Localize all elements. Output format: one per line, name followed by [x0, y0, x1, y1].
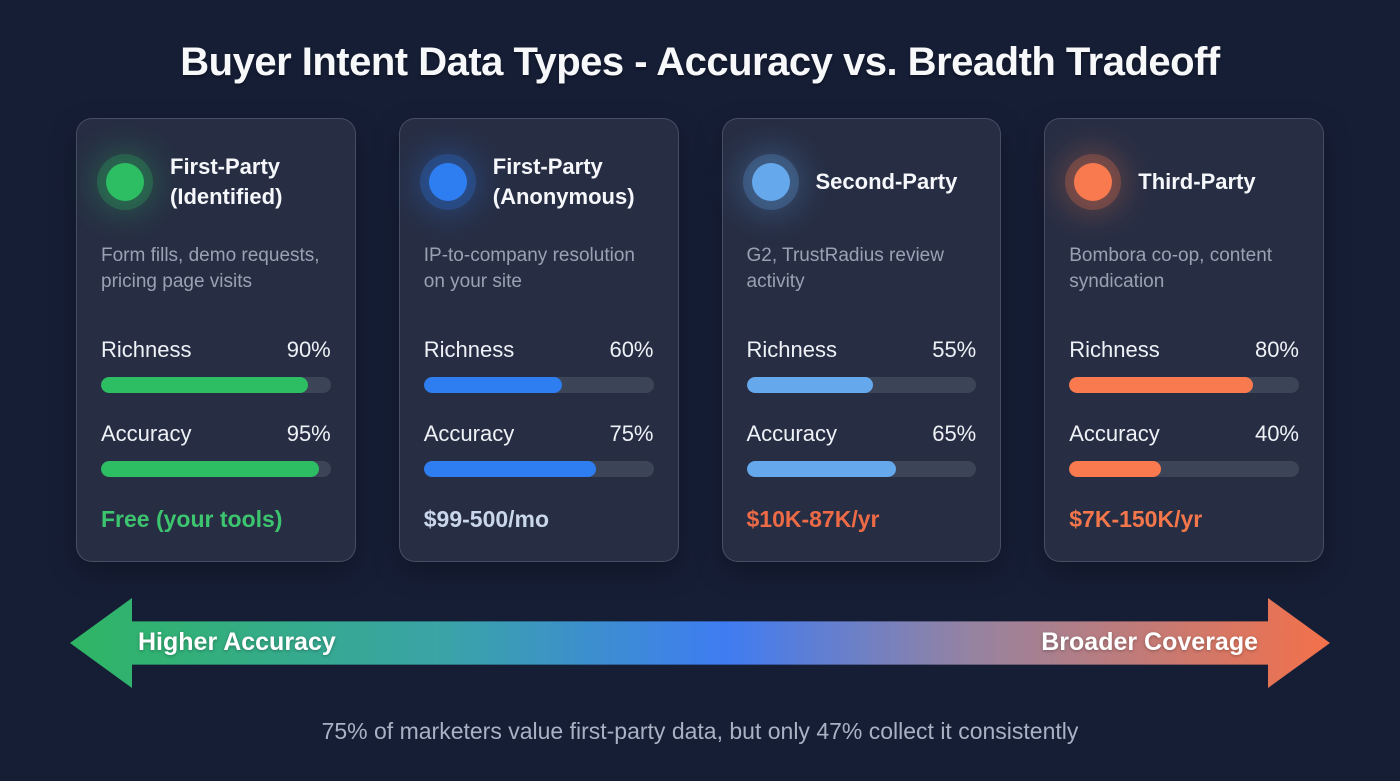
accuracy-value: 95% — [286, 421, 331, 446]
richness-bar-fill — [101, 377, 308, 393]
richness-metric-row: Richness 60% — [424, 337, 654, 363]
footnote-statistic: 75% of marketers value first-party data,… — [321, 718, 1079, 744]
richness-bar-track — [1069, 377, 1299, 393]
richness-value: 80% — [1254, 337, 1299, 362]
richness-value: 60% — [609, 337, 654, 362]
richness-value: 90% — [286, 337, 331, 362]
green-dot-icon — [106, 163, 144, 201]
accuracy-metric-row: Accuracy 95% — [101, 421, 331, 447]
card-first-party-identified: First-Party (Identified) Form fills, dem… — [76, 118, 356, 562]
accuracy-value: 65% — [932, 421, 977, 446]
card-description: IP-to-company resolution on your site — [423, 245, 635, 293]
price-label: $10K-87K/yr — [746, 506, 880, 532]
card-header: Second-Party — [747, 151, 977, 213]
price-label: $99-500/mo — [423, 506, 550, 532]
accuracy-breadth-gradient-arrow: Higher Accuracy Broader Coverage — [70, 598, 1330, 688]
richness-bar-track — [746, 377, 977, 393]
card-second-party: Second-Party G2, TrustRadius review acti… — [721, 118, 1002, 562]
blue-dot-icon — [428, 163, 467, 201]
accuracy-metric-row: Accuracy 75% — [424, 421, 654, 447]
accuracy-label: Accuracy — [423, 421, 515, 446]
light-blue-dot-icon — [751, 163, 790, 201]
accuracy-metric-row: Accuracy 65% — [747, 421, 977, 447]
richness-metric-row: Richness 55% — [747, 337, 977, 363]
card-title: Third-Party — [1138, 169, 1256, 195]
richness-metric-row: Richness 90% — [101, 337, 331, 363]
accuracy-bar-fill — [101, 461, 320, 477]
price-label: $7K-150K/yr — [1069, 506, 1203, 532]
card-header: Third-Party — [1069, 151, 1299, 213]
card-third-party: Third-Party Bombora co-op, content syndi… — [1044, 118, 1324, 562]
accuracy-value: 40% — [1254, 421, 1299, 446]
accuracy-bar-track — [1069, 461, 1299, 477]
card-description: Form fills, demo requests, pricing page … — [101, 245, 320, 293]
richness-label: Richness — [1069, 337, 1160, 362]
richness-bar-track — [423, 377, 654, 393]
accuracy-bar-track — [746, 461, 977, 477]
card-description: G2, TrustRadius review activity — [746, 245, 944, 293]
richness-value: 55% — [932, 337, 977, 362]
richness-bar-fill — [746, 377, 873, 393]
accuracy-bar-fill — [746, 461, 896, 477]
accuracy-bar-track — [101, 461, 331, 477]
accuracy-bar-fill — [1069, 461, 1162, 477]
accuracy-label: Accuracy — [101, 421, 192, 446]
accuracy-label: Accuracy — [746, 421, 837, 446]
price-label: Free (your tools) — [101, 506, 283, 532]
richness-label: Richness — [101, 337, 192, 362]
card-header: First-Party (Anonymous) — [424, 151, 654, 213]
richness-bar-fill — [1069, 377, 1254, 393]
accuracy-value: 75% — [609, 421, 654, 446]
richness-label: Richness — [746, 337, 837, 362]
card-title: First-Party (Anonymous) — [492, 154, 635, 209]
card-title: Second-Party — [815, 169, 958, 195]
card-row: First-Party (Identified) Form fills, dem… — [0, 118, 1400, 562]
card-description: Bombora co-op, content syndication — [1069, 245, 1273, 293]
axis-label-higher-accuracy: Higher Accuracy — [138, 627, 336, 656]
orange-dot-icon — [1074, 163, 1113, 201]
richness-metric-row: Richness 80% — [1069, 337, 1299, 363]
card-title: First-Party (Identified) — [170, 154, 283, 209]
card-first-party-anonymous: First-Party (Anonymous) IP-to-company re… — [398, 118, 679, 562]
richness-bar-track — [101, 377, 331, 393]
axis-label-broader-coverage: Broader Coverage — [1041, 627, 1258, 656]
richness-bar-fill — [423, 377, 562, 393]
accuracy-label: Accuracy — [1069, 421, 1160, 446]
page-title: Buyer Intent Data Types - Accuracy vs. B… — [180, 40, 1220, 84]
accuracy-bar-track — [423, 461, 654, 477]
richness-label: Richness — [423, 337, 515, 362]
card-header: First-Party (Identified) — [101, 151, 331, 213]
accuracy-bar-fill — [423, 461, 597, 477]
accuracy-metric-row: Accuracy 40% — [1069, 421, 1299, 447]
